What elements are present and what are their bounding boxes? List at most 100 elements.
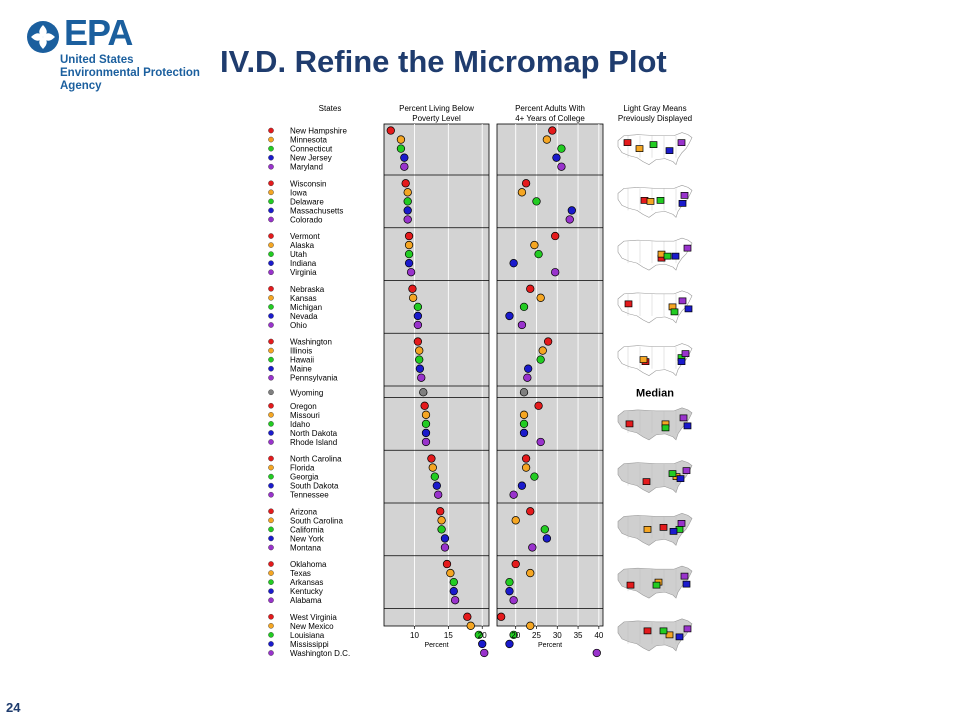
poverty-point (400, 153, 409, 162)
college-point (509, 490, 518, 499)
state-marker (268, 233, 274, 239)
state-marker (268, 180, 274, 187)
poverty-point (413, 320, 423, 330)
state-marker (268, 597, 274, 604)
map-highlighted-state (683, 244, 692, 252)
median-state-label: Wyoming (290, 388, 323, 397)
state-label: South Dakota (290, 482, 339, 491)
poverty-point (446, 568, 455, 578)
us-map-outline (617, 132, 693, 166)
map-highlighted-state (678, 200, 687, 207)
state-label: Delaware (290, 197, 324, 206)
college-point (526, 284, 535, 293)
college-point (567, 206, 576, 215)
poverty-point (415, 364, 425, 373)
us-map-outline (617, 618, 693, 652)
median-poverty-point (419, 388, 428, 397)
poverty-point (478, 639, 487, 649)
state-label: Iowa (290, 188, 307, 197)
poverty-point (404, 240, 414, 250)
state-label: Kansas (290, 294, 317, 303)
map-highlighted-state (659, 627, 668, 635)
college-point (524, 364, 533, 373)
state-label: Washington (290, 338, 332, 347)
poverty-point (396, 135, 406, 144)
state-marker (268, 313, 274, 319)
poverty-tick-label: 15 (444, 631, 453, 640)
college-axis-label: Percent (538, 642, 562, 649)
epa-logo: EPA United States Environmental Protecti… (26, 12, 206, 96)
map-highlighted-state (626, 581, 635, 589)
college-point (538, 346, 547, 355)
state-label: Hawaii (290, 356, 314, 365)
state-label: Vermont (290, 232, 321, 241)
state-marker (268, 623, 274, 629)
state-marker (268, 588, 274, 594)
college-point (551, 268, 560, 277)
state-label: New Hampshire (290, 127, 347, 136)
state-marker (268, 439, 274, 445)
micromap (617, 132, 693, 166)
college-point (542, 135, 552, 144)
poverty-tick-label: 20 (478, 631, 487, 640)
poverty-point (415, 346, 424, 355)
state-label: Pennsylvania (290, 374, 338, 383)
college-point (511, 559, 520, 569)
dot-panel-1 (383, 123, 490, 627)
state-label: Utah (290, 250, 307, 259)
state-label: Kentucky (290, 587, 323, 596)
poverty-point (404, 259, 414, 268)
college-tick-label: 25 (532, 631, 541, 640)
state-marker (268, 641, 274, 647)
state-marker (268, 216, 274, 223)
epa-flower-icon (27, 21, 59, 53)
map-highlighted-state (642, 478, 651, 485)
map-highlighted-state (659, 524, 668, 531)
state-label: Oregon (290, 402, 317, 411)
slide-title: IV.D. Refine the Micromap Plot (220, 44, 667, 79)
poverty-point (421, 428, 431, 438)
map-highlighted-state (665, 631, 674, 639)
poverty-point (386, 126, 395, 135)
state-label: Nevada (290, 312, 318, 321)
state-marker (268, 561, 274, 567)
state-marker (268, 145, 274, 152)
poverty-point (440, 534, 450, 543)
poverty-point (413, 302, 423, 312)
college-point (534, 249, 543, 259)
college-tick-label: 20 (511, 631, 520, 640)
poverty-point (440, 543, 450, 552)
state-marker (268, 579, 274, 585)
college-point (526, 507, 535, 516)
college-point (505, 311, 514, 321)
map-highlighted-state (684, 305, 693, 313)
map-highlighted-state (624, 300, 633, 308)
maps-header-line-1: Light Gray Means (623, 104, 686, 113)
poverty-point (420, 401, 429, 410)
college-point (519, 302, 529, 312)
college-point (552, 153, 561, 162)
state-label: Arkansas (290, 578, 323, 587)
state-marker (268, 304, 274, 310)
poverty-point (480, 648, 489, 658)
state-marker (268, 613, 274, 620)
state-label: Minnesota (290, 136, 327, 145)
college-point (542, 534, 552, 543)
map-highlighted-state (676, 475, 685, 482)
state-label: Tennessee (290, 491, 329, 500)
college-point (543, 337, 553, 346)
state-label: Wisconsin (290, 179, 326, 188)
poverty-point (417, 373, 426, 382)
map-highlighted-state (682, 467, 691, 474)
map-highlighted-state (665, 147, 674, 154)
state-label: Arizona (290, 507, 318, 516)
state-marker (268, 269, 274, 276)
poverty-point (427, 454, 436, 463)
college-point (519, 428, 529, 438)
poverty-point (404, 249, 414, 259)
median-state-marker (268, 389, 274, 396)
state-marker (268, 430, 274, 436)
state-marker (268, 136, 274, 143)
college-point (540, 525, 549, 534)
